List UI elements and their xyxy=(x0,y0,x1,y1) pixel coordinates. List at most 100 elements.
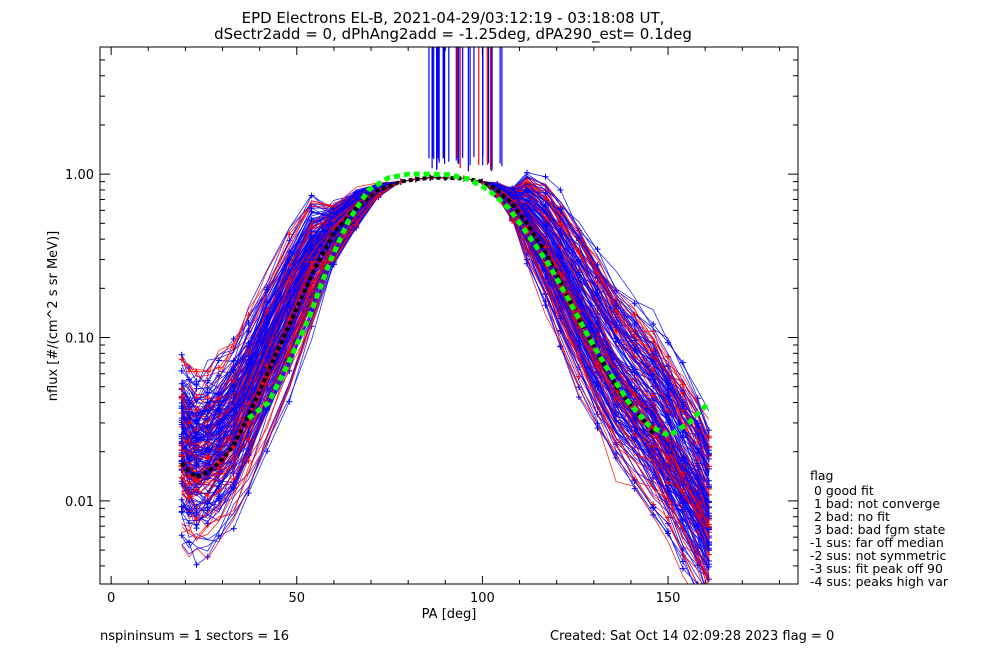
trace-marker xyxy=(575,235,582,242)
trace-marker xyxy=(204,493,211,500)
trace-marker xyxy=(186,473,193,480)
trace-marker xyxy=(215,364,222,371)
trace-marker xyxy=(694,431,701,438)
trace-marker xyxy=(193,561,200,568)
trace-marker xyxy=(178,393,185,400)
fit-curve-0 xyxy=(180,175,655,480)
trace-marker xyxy=(178,356,185,363)
trace-marker xyxy=(204,423,211,430)
trace-marker xyxy=(594,261,601,268)
trace-marker xyxy=(542,173,549,180)
trace-marker xyxy=(665,528,672,535)
trace-marker xyxy=(245,328,252,335)
trace-marker xyxy=(523,169,530,176)
trace-marker xyxy=(631,311,638,318)
trace-marker xyxy=(679,487,686,494)
trace-marker xyxy=(594,379,601,386)
x-tick-label: 0 xyxy=(107,591,115,606)
trace-marker xyxy=(705,477,712,484)
trace-marker xyxy=(575,307,582,314)
trace-marker xyxy=(557,206,564,213)
trace-marker xyxy=(193,406,200,413)
trace-marker xyxy=(215,406,222,413)
trace-marker xyxy=(178,403,185,410)
trace-marker xyxy=(705,512,712,519)
legend-item: 1 bad: not converge xyxy=(810,496,940,511)
trace-marker xyxy=(679,506,686,513)
trace-marker xyxy=(557,266,564,273)
trace-marker xyxy=(230,388,237,395)
trace-marker xyxy=(613,302,620,309)
legend-item: 0 good fit xyxy=(810,483,874,498)
trace-marker xyxy=(665,454,672,461)
axes: 0 50 100 150 0.01 0.10 1.00 xyxy=(65,47,798,606)
trace-marker xyxy=(523,260,530,267)
trace-marker xyxy=(665,419,672,426)
trace-marker xyxy=(215,465,222,472)
trace-marker xyxy=(308,192,315,199)
trace-marker xyxy=(650,351,657,358)
trace-marker xyxy=(178,509,185,516)
trace-marker xyxy=(631,431,638,438)
trace-marker xyxy=(694,581,701,584)
legend: flag 0 good fit 1 bad: not converge 2 ba… xyxy=(810,468,949,589)
trace-marker xyxy=(650,321,657,328)
plot-frame xyxy=(99,46,799,585)
y-axis-label: nflux [#/(cm^2 s sr MeV)] xyxy=(46,231,61,401)
legend-item: -4 sus: peaks high var xyxy=(810,574,949,589)
trace-marker xyxy=(694,439,701,446)
y-tick-label: 0.10 xyxy=(65,332,94,347)
trace-marker xyxy=(631,369,638,376)
trace-marker xyxy=(665,441,672,448)
trace-marker xyxy=(178,532,185,539)
trace-marker xyxy=(193,510,200,517)
trace-marker xyxy=(204,389,211,396)
trace-marker xyxy=(650,392,657,399)
trace-marker xyxy=(695,588,701,594)
trace-marker xyxy=(542,189,549,196)
trace-marker xyxy=(705,427,712,434)
trace-marker xyxy=(706,621,712,627)
y-tick-label: 0.01 xyxy=(65,495,94,510)
trace-marker xyxy=(264,286,271,293)
trace-marker xyxy=(178,367,185,374)
legend-item: -1 sus: far off median xyxy=(810,535,944,550)
trace-marker xyxy=(705,563,712,570)
trace-marker xyxy=(594,360,601,367)
trace-marker xyxy=(353,192,360,199)
trace-marker xyxy=(178,385,185,392)
trace-marker xyxy=(631,415,638,422)
trace-marker xyxy=(650,504,657,511)
trace-marker xyxy=(375,192,382,199)
trace-marker xyxy=(330,250,337,257)
trace-marker xyxy=(308,223,315,230)
trace-marker xyxy=(264,307,271,314)
x-tick-label: 50 xyxy=(289,591,306,606)
trace-marker xyxy=(509,217,516,224)
trace-marker xyxy=(631,300,638,307)
trace-marker xyxy=(631,340,638,347)
trace-marker xyxy=(264,448,271,455)
trace-marker xyxy=(542,195,549,202)
legend-item: 3 bad: bad fgm state xyxy=(810,522,946,537)
trace-marker xyxy=(631,320,638,327)
trace-marker xyxy=(308,204,315,211)
trace-marker xyxy=(665,479,672,486)
trace-marker xyxy=(178,496,185,503)
trace-marker xyxy=(705,450,712,457)
legend-item: -2 sus: not symmetric xyxy=(810,548,946,563)
trace-marker xyxy=(193,478,200,485)
trace-marker xyxy=(186,420,193,427)
x-tick-label: 150 xyxy=(656,591,681,606)
trace-marker xyxy=(178,452,185,459)
trace-marker xyxy=(193,525,200,532)
trace-marker xyxy=(523,188,530,195)
trace-marker xyxy=(230,484,237,491)
chart-title-line2: dSectr2add = 0, dPhAng2add = -1.25deg, d… xyxy=(214,25,692,44)
trace-marker xyxy=(594,420,601,427)
trace-marker xyxy=(557,187,564,194)
footer-right: Created: Sat Oct 14 02:09:28 2023 flag =… xyxy=(550,629,834,644)
trace-marker xyxy=(186,480,193,487)
trace-marker xyxy=(613,417,620,424)
